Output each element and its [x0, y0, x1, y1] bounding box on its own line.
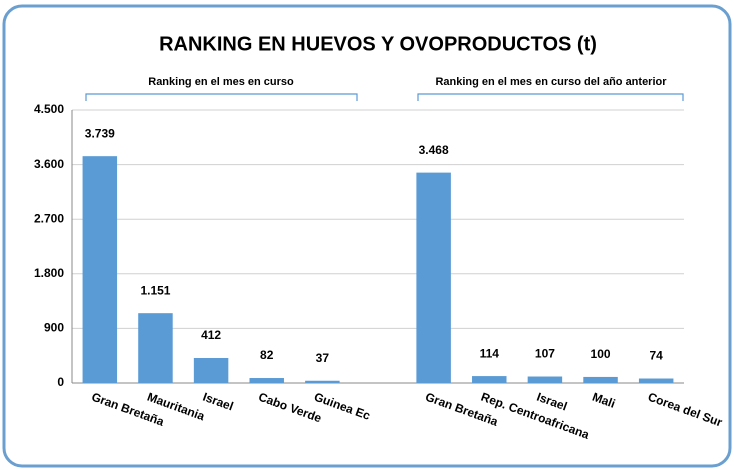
bar — [583, 376, 618, 383]
bar — [527, 376, 563, 383]
y-tick-label: 2.700 — [34, 211, 64, 225]
value-label: 100 — [591, 347, 611, 361]
value-label: 1.151 — [140, 283, 170, 297]
value-label: 3.739 — [85, 126, 115, 140]
value-label: 412 — [201, 328, 221, 342]
value-label: 74 — [650, 349, 664, 363]
group-label: Ranking en el mes en curso — [148, 76, 294, 88]
bar — [249, 378, 284, 383]
group-label: Ranking en el mes en curso del año anter… — [435, 76, 667, 88]
bar — [193, 358, 229, 383]
bar — [416, 172, 451, 383]
bar — [82, 156, 118, 383]
value-label: 3.468 — [419, 143, 449, 157]
y-tick-label: 1.800 — [34, 266, 64, 280]
frame — [2, 4, 732, 468]
y-tick-label: 3.600 — [34, 157, 64, 171]
chart-title: RANKING EN HUEVOS Y OVOPRODUCTOS (t) — [159, 33, 597, 55]
value-label: 114 — [480, 346, 500, 360]
value-label: 82 — [260, 348, 274, 362]
bar — [638, 378, 674, 383]
value-label: 107 — [535, 347, 555, 361]
bar — [138, 313, 173, 383]
y-tick-label: 0 — [57, 375, 64, 389]
group-bracket — [417, 93, 684, 101]
bar — [472, 376, 507, 383]
value-label: 37 — [316, 351, 330, 365]
group-bracket — [85, 93, 358, 101]
y-tick-label: 4.500 — [34, 102, 64, 116]
bar — [305, 380, 340, 383]
y-tick-label: 900 — [44, 321, 64, 335]
